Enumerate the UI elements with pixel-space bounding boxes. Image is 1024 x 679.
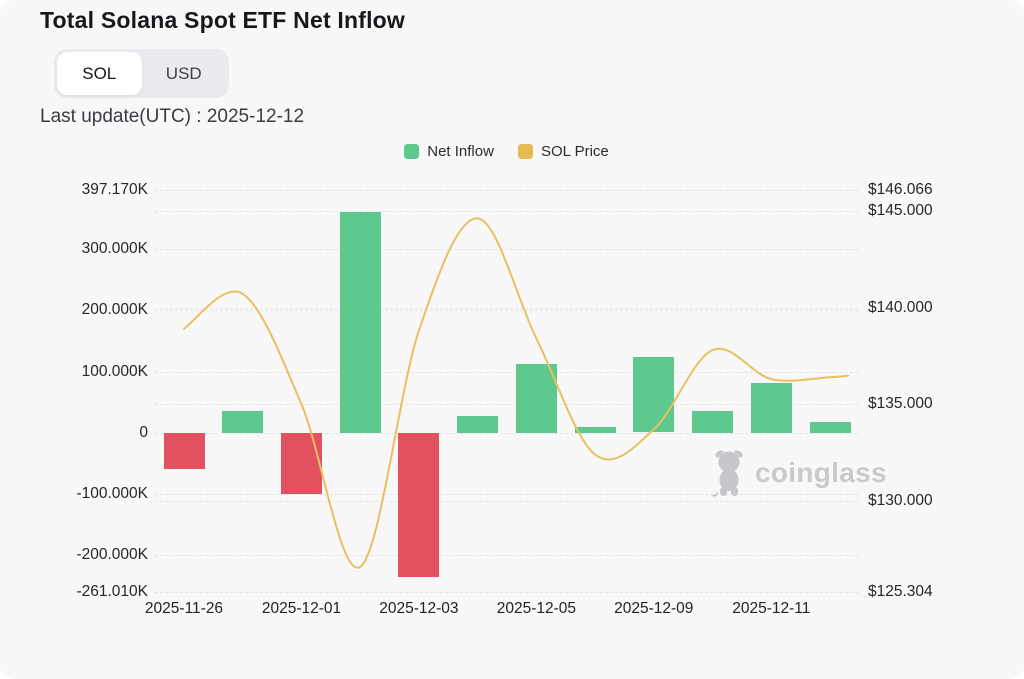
x-axis-date-label: 2025-11-26 [144, 600, 224, 617]
net-inflow-bar[interactable] [457, 416, 499, 433]
left-axis-tick-label: 397.170K [81, 181, 148, 198]
net-inflow-bar[interactable] [398, 432, 440, 578]
left-axis-tick-label: 200.000K [81, 301, 148, 319]
toggle-sol-button[interactable]: SOL [57, 52, 142, 95]
left-axis-tick-label: 300.000K [81, 240, 148, 258]
right-axis-tick-label: $140.000 [868, 298, 933, 316]
net-inflow-bar[interactable] [222, 410, 264, 433]
net-inflow-bar[interactable] [574, 427, 616, 433]
legend-item-net-inflow[interactable]: Net Inflow [404, 143, 494, 160]
page-title: Total Solana Spot ETF Net Inflow [40, 7, 406, 33]
last-update-text: Last update(UTC) : 2025-12-12 [40, 106, 305, 127]
x-axis-date-label: 2025-12-01 [261, 600, 342, 617]
right-axis-tick-label: $130.000 [868, 492, 933, 510]
chart-legend: Net Inflow SOL Price [155, 143, 858, 160]
gridline-left-axis [155, 554, 858, 556]
x-axis-date-label: 2025-12-05 [496, 600, 577, 617]
left-axis-tick-label: -100.000K [76, 484, 148, 502]
net-inflow-bar[interactable] [692, 411, 734, 433]
net-inflow-bar[interactable] [750, 382, 792, 433]
right-axis-tick-label: $146.066 [868, 181, 933, 198]
right-axis-tick-label: $125.304 [868, 583, 933, 600]
net-inflow-swatch-icon [404, 144, 420, 159]
toggle-usd-button[interactable]: USD [142, 52, 227, 95]
gridline-left-axis [155, 432, 858, 434]
left-axis-tick-label: -261.010K [76, 583, 148, 600]
coinglass-watermark: coinglass [710, 449, 887, 497]
unit-toggle: SOL USD [54, 49, 229, 98]
net-inflow-bar[interactable] [163, 432, 205, 470]
gridline-right-axis [155, 190, 858, 191]
legend-label: SOL Price [540, 143, 609, 160]
watermark-text: coinglass [755, 457, 887, 488]
x-axis-date-label: 2025-12-11 [732, 600, 811, 617]
net-inflow-bar[interactable] [339, 212, 381, 433]
x-axis-date-label: 2025-12-09 [614, 600, 694, 617]
gridline-left-axis [155, 310, 858, 312]
legend-item-sol-price[interactable]: SOL Price [517, 143, 609, 160]
legend-label: Net Inflow [427, 143, 494, 160]
right-axis-tick-label: $135.000 [868, 395, 933, 413]
right-axis-tick-label: $145.000 [868, 201, 933, 219]
gridline-right-axis [155, 210, 858, 212]
gridline-left-axis [155, 249, 858, 251]
gridline-right-axis [155, 501, 858, 503]
gridline-right-axis [155, 592, 858, 593]
left-axis-tick-label: -200.000K [76, 545, 148, 563]
net-inflow-bar[interactable] [281, 432, 322, 495]
net-inflow-bar[interactable] [633, 356, 675, 433]
gridline-left-axis [155, 371, 858, 373]
sol-price-swatch-icon [517, 144, 533, 159]
left-axis-tick-label: 0 [139, 423, 148, 441]
x-axis-date-label: 2025-12-03 [379, 600, 459, 617]
left-axis-tick-label: 100.000K [81, 362, 148, 380]
coinglass-bear-icon [711, 450, 743, 497]
net-inflow-bar[interactable] [809, 421, 851, 433]
net-inflow-bar[interactable] [515, 364, 557, 433]
gridline-right-axis [155, 307, 858, 309]
